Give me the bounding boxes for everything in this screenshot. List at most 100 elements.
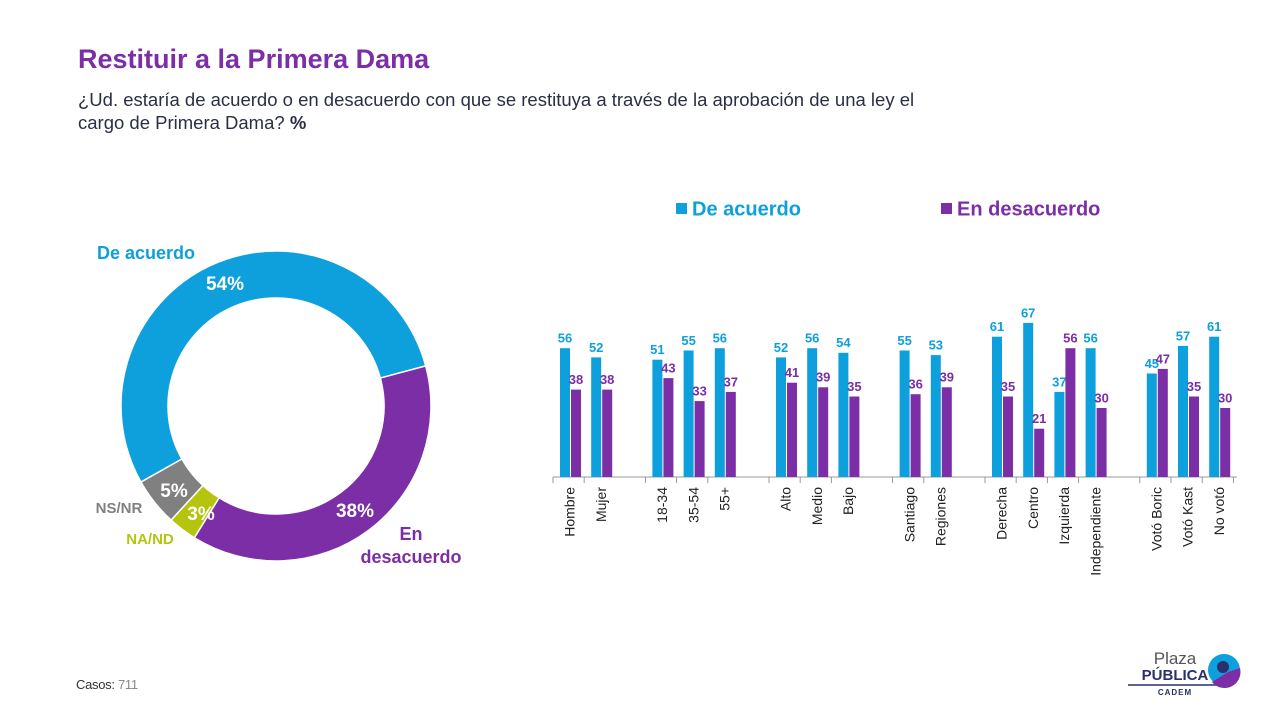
legend-label: En desacuerdo <box>957 198 1100 220</box>
legend-swatch <box>676 203 687 214</box>
x-tick-label: Izquierda <box>1056 487 1072 545</box>
bar-value-label: 55 <box>897 333 911 348</box>
x-tick-label: Santiago <box>901 487 917 542</box>
bar-value-label: 47 <box>1156 351 1170 366</box>
subtitle-unit: % <box>289 112 307 133</box>
bar <box>1054 391 1065 477</box>
slice-name: NA/ND <box>126 531 174 548</box>
bar <box>1023 322 1034 477</box>
bar-value-label: 30 <box>1218 390 1232 405</box>
bar <box>1096 408 1107 477</box>
bar <box>571 389 581 477</box>
x-tick-label: Derecha <box>994 487 1010 540</box>
bar-value-label: 35 <box>1187 379 1201 394</box>
bar <box>725 391 736 477</box>
x-tick-label: 35-54 <box>685 487 701 523</box>
bar-value-label: 61 <box>990 319 1004 334</box>
bar <box>1146 373 1157 477</box>
bar <box>1034 428 1045 477</box>
x-tick-label: Centro <box>1025 487 1041 529</box>
bar-value-label: 35 <box>847 379 861 394</box>
bar-value-label: 52 <box>589 340 603 355</box>
x-tick-label: Medio <box>809 487 825 525</box>
bar-value-label: 35 <box>1001 379 1015 394</box>
logo-icon <box>1212 668 1241 689</box>
bar-value-label: 67 <box>1021 305 1035 320</box>
cases: 711 <box>117 677 138 692</box>
bar <box>560 348 570 477</box>
footer: Casos: 711 <box>76 677 138 692</box>
bar <box>1085 348 1096 477</box>
bar <box>776 357 786 477</box>
subtitle-text: ¿Ud. estaría de acuerdo o en desacuerdo … <box>78 89 915 133</box>
bar <box>910 394 921 477</box>
bar <box>1209 336 1220 477</box>
x-tick-label: No votó <box>1211 487 1227 535</box>
bar <box>1189 396 1199 477</box>
bar-value-label: 56 <box>558 331 572 346</box>
x-tick-label: Votó Kast <box>1180 487 1196 547</box>
bar-value-label: 61 <box>1207 319 1221 334</box>
bar-value-label: 54 <box>836 335 851 350</box>
bar <box>941 387 952 477</box>
cases-label: Casos: <box>76 677 115 692</box>
bar <box>787 382 797 477</box>
bar <box>838 352 849 477</box>
bar <box>899 350 910 477</box>
bar <box>930 355 941 477</box>
bar <box>849 396 860 477</box>
donut-slice <box>120 250 427 484</box>
bar <box>1220 408 1231 477</box>
bar-value-label: 56 <box>805 331 819 346</box>
slice-value-label: 3% <box>187 504 215 525</box>
bar-value-label: 41 <box>785 365 799 380</box>
logo-icon <box>1217 661 1229 673</box>
logo: Plaza PÚBLICA CADEM <box>1128 649 1241 697</box>
bar <box>1178 345 1188 477</box>
bar <box>992 336 1002 477</box>
bar-value-label: 51 <box>650 342 664 357</box>
bar-value-label: 45 <box>1145 356 1159 371</box>
bar <box>807 348 818 477</box>
slice-value-label: 38% <box>336 501 374 522</box>
title: Restituir a la Primera Dama <box>78 44 430 74</box>
slice-value-label: 54% <box>206 274 244 295</box>
bar-value-label: 37 <box>1052 374 1066 389</box>
bar-value-label: 39 <box>940 370 954 385</box>
bar-value-label: 55 <box>681 333 695 348</box>
bar <box>652 359 663 477</box>
bar-value-label: 36 <box>908 377 922 392</box>
bar <box>714 348 725 477</box>
bar-value-label: 39 <box>816 370 830 385</box>
bar <box>591 357 602 477</box>
x-tick-label: Bajo <box>840 487 856 515</box>
x-tick-label: 18-34 <box>654 487 670 523</box>
bar <box>1157 368 1168 477</box>
bar <box>683 350 694 477</box>
donut-slice <box>193 364 432 562</box>
slice-value-label: 5% <box>160 481 188 502</box>
bar-value-label: 53 <box>929 338 943 353</box>
logo-text: PÚBLICA <box>1142 666 1209 684</box>
bar-value-label: 38 <box>569 372 583 387</box>
bar-value-label: 33 <box>692 384 706 399</box>
bar-value-label: 43 <box>661 361 675 376</box>
bar-value-label: 56 <box>1083 331 1097 346</box>
subtitle: ¿Ud. estaría de acuerdo o en desacuerdo … <box>78 88 938 134</box>
x-tick-label: Regiones <box>933 487 949 546</box>
bar-value-label: 21 <box>1032 411 1046 426</box>
bar-value-label: 37 <box>724 374 738 389</box>
x-tick-label: Independiente <box>1087 487 1103 576</box>
bar-value-label: 52 <box>774 340 788 355</box>
legend-swatch <box>941 203 952 214</box>
slice-name: NS/NR <box>96 500 143 517</box>
bar-value-label: 30 <box>1094 390 1108 405</box>
legend-label: De acuerdo <box>692 198 801 220</box>
bar <box>1065 348 1076 477</box>
logo-text: CADEM <box>1158 688 1192 697</box>
x-tick-label: 55+ <box>717 487 733 511</box>
bar-value-label: 38 <box>600 372 614 387</box>
logo-text: Plaza <box>1154 649 1197 668</box>
